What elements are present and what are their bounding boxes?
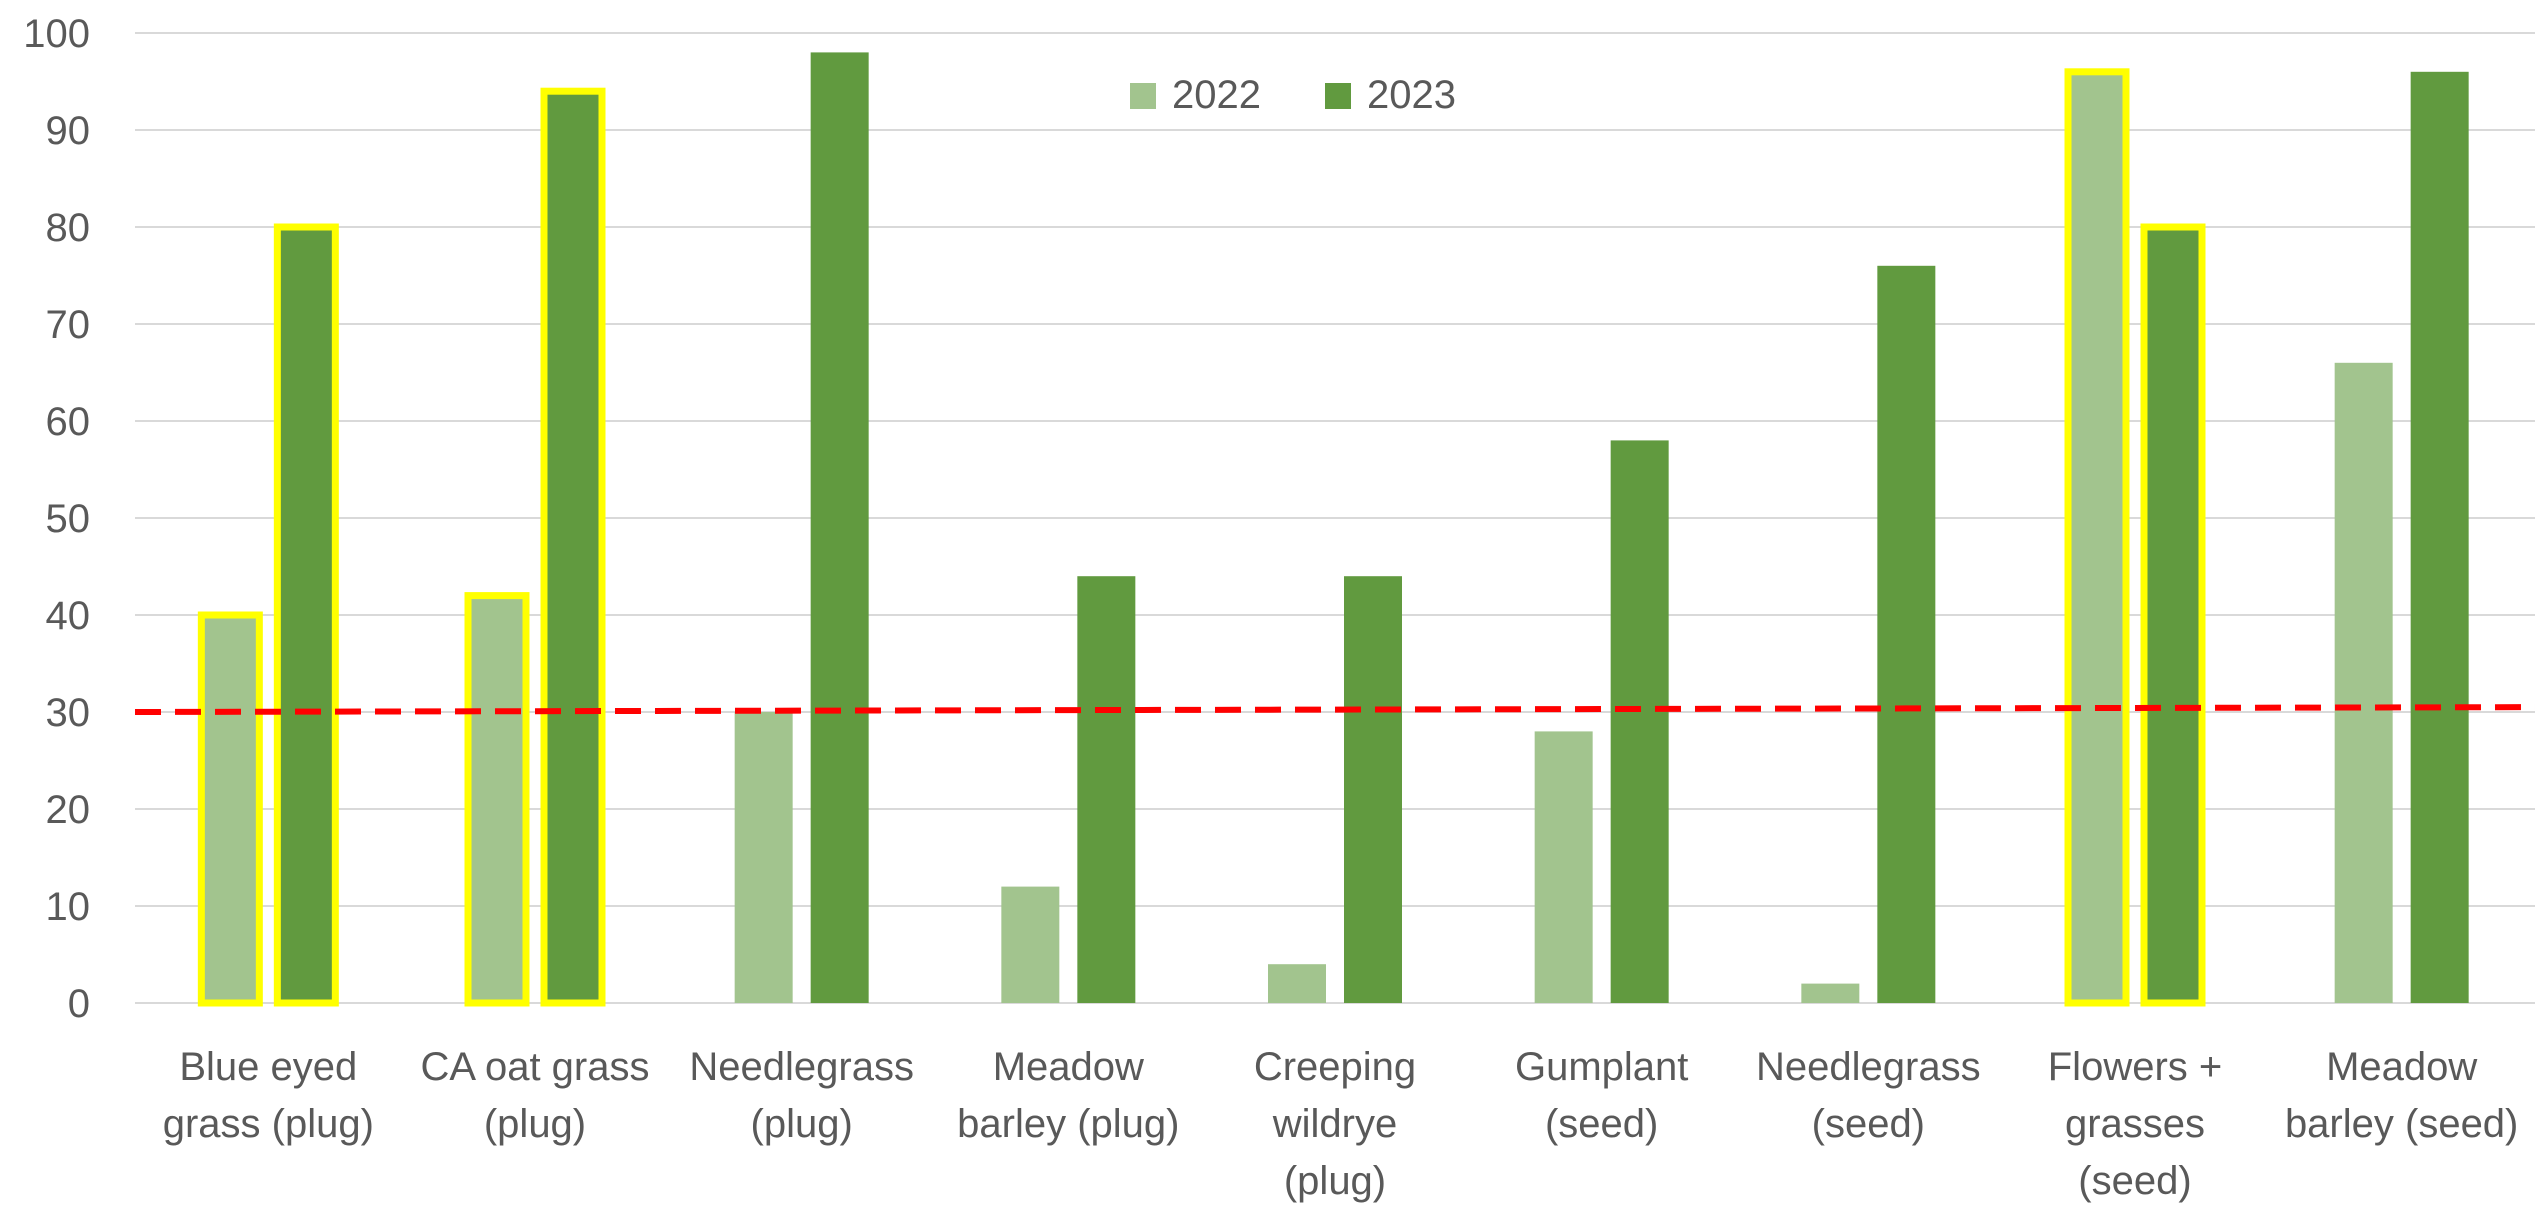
y-tick-label: 80 [46,206,91,250]
bar-2022-0 [197,611,263,1007]
x-category-label: Gumplant [1515,1045,1688,1089]
bar-2023-3 [1077,576,1136,1003]
legend-label-2023: 2023 [1367,73,1456,117]
x-category-label: Meadow [2326,1045,2477,1089]
y-tick-label: 40 [46,594,91,638]
x-category-label: (plug) [484,1102,586,1146]
bar-2023-8 [2410,71,2469,1004]
y-tick-label: 0 [68,982,90,1026]
gridlines [135,32,2535,1004]
x-category-label: (seed) [2078,1159,2191,1203]
reference-line-group [134,704,2536,715]
x-category-label: Flowers + [2048,1045,2223,1089]
x-category-label: (plug) [751,1102,853,1146]
x-category-label: grass (plug) [163,1102,374,1146]
legend-swatch-2022 [1130,83,1156,109]
y-tick-label: 20 [46,788,91,832]
y-tick-label: 50 [46,497,91,541]
bar-2022-2 [734,712,793,1003]
reference-line [134,704,2536,715]
x-category-label: Meadow [993,1045,1144,1089]
bar-2023-0 [273,223,339,1007]
bar-2023-2 [810,52,869,1003]
x-category-label: Needlegrass [1756,1045,1981,1089]
x-category-label: barley (plug) [957,1102,1179,1146]
x-axis-labels: Blue eyed grass (plug) CA oat grass (plug) N… [163,1045,2519,1203]
y-tick-label: 90 [46,109,91,153]
x-category-label: Needlegrass [689,1045,914,1089]
bar-2022-5 [1534,731,1593,1003]
bar-2022-7 [2064,68,2130,1007]
bar-2023-6 [1877,265,1936,1003]
y-axis-ticks: 0 10 20 30 40 50 60 70 80 90 100 [23,12,90,1026]
bar-2023-4 [1344,576,1402,1003]
x-category-label: (seed) [1545,1102,1658,1146]
bar-2022-3 [1001,886,1060,1003]
bar-2023-5 [1610,440,1669,1003]
x-category-label: Blue eyed [179,1045,357,1089]
x-category-label: Creeping [1254,1045,1416,1089]
legend-swatch-2023 [1325,83,1351,109]
bar-2022-6 [1801,983,1860,1003]
x-category-label: wildrye [1272,1102,1397,1146]
x-category-label: grasses [2065,1102,2205,1146]
y-tick-label: 70 [46,303,91,347]
x-category-label: (seed) [1812,1102,1925,1146]
y-tick-label: 10 [46,885,91,929]
y-tick-label: 60 [46,400,91,444]
bar-2022-1 [464,592,530,1007]
legend: 2022 2023 [1130,73,1456,117]
bar-2023-7 [2140,223,2206,1007]
bar-2022-4 [1268,964,1326,1003]
x-category-label: (plug) [1284,1159,1386,1203]
bar-2023-1 [540,87,606,1007]
bars [197,52,2469,1007]
y-tick-label: 30 [46,691,91,735]
x-category-label: CA oat grass [420,1045,649,1089]
x-category-label: barley (seed) [2285,1102,2518,1146]
bar-2022-8 [2334,362,2393,1003]
y-tick-label: 100 [23,12,90,56]
legend-label-2022: 2022 [1172,73,1261,117]
